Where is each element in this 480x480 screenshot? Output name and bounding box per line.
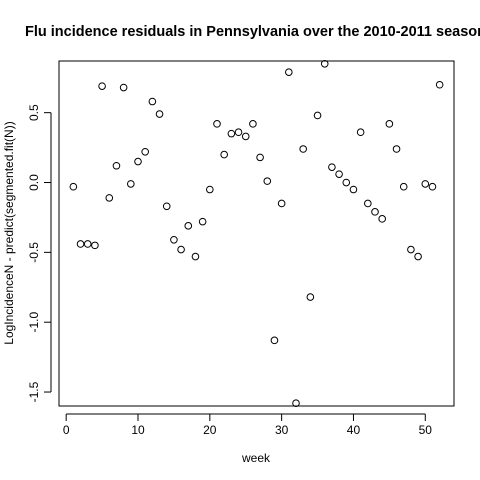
- data-point: [335, 170, 343, 178]
- data-point: [134, 157, 142, 166]
- data-point: [328, 163, 336, 171]
- data-point: [421, 180, 430, 188]
- data-point: [198, 217, 207, 226]
- data-point: [162, 202, 171, 211]
- x-tick-label: 0: [63, 423, 70, 437]
- data-point: [378, 215, 386, 223]
- data-point: [127, 180, 135, 188]
- data-point: [392, 145, 401, 153]
- y-tick-label: -1.5: [27, 381, 41, 402]
- data-point: [428, 182, 437, 191]
- data-point: [227, 129, 236, 138]
- data-point: [241, 132, 250, 141]
- data-point: [170, 235, 178, 244]
- data-point: [263, 177, 272, 185]
- x-tick-label: 50: [419, 423, 433, 437]
- data-point: [83, 240, 92, 248]
- x-tick-label: 10: [131, 423, 145, 437]
- data-point: [342, 178, 351, 187]
- data-point: [435, 80, 444, 89]
- data-point: [98, 82, 106, 90]
- data-point: [76, 240, 85, 248]
- x-tick-label: 20: [203, 423, 217, 437]
- y-tick-label: 0.5: [27, 104, 41, 121]
- data-point: [292, 399, 300, 408]
- data-point: [234, 128, 243, 137]
- data-point: [249, 120, 257, 128]
- x-tick-label: 40: [347, 423, 361, 437]
- data-point: [299, 145, 307, 153]
- data-point: [141, 147, 149, 156]
- data-point: [256, 153, 264, 162]
- x-axis: 0 10 20 30 40 50: [63, 413, 433, 437]
- y-axis: -1.5 -1.0 -0.5 0.0 0.5: [27, 104, 52, 402]
- data-point: [313, 111, 322, 120]
- data-point: [270, 336, 279, 345]
- x-axis-label: week: [241, 451, 271, 465]
- data-point: [285, 68, 293, 76]
- data-point: [399, 182, 408, 191]
- data-point: [414, 252, 422, 261]
- data-point: [385, 120, 394, 128]
- data-point: [148, 97, 157, 106]
- x-tick-label: 30: [275, 423, 289, 437]
- data-point: [184, 222, 193, 230]
- data-point: [105, 194, 114, 202]
- chart-title: Flu incidence residuals in Pennsylvania …: [25, 24, 480, 40]
- data-point: [320, 59, 329, 68]
- data-point: [112, 161, 121, 170]
- data-point: [349, 185, 358, 194]
- data-point: [364, 199, 372, 208]
- data-point: [206, 185, 214, 194]
- data-point: [177, 245, 185, 254]
- data-points: [69, 59, 444, 408]
- data-point: [277, 199, 286, 208]
- data-point: [91, 241, 99, 250]
- data-point: [220, 150, 228, 159]
- data-point: [119, 83, 128, 92]
- data-point: [213, 120, 221, 128]
- data-point: [69, 182, 78, 191]
- data-point: [155, 110, 164, 118]
- data-point: [191, 252, 200, 261]
- y-tick-label: -1.0: [27, 312, 41, 333]
- y-tick-label: 0.0: [27, 174, 41, 191]
- data-point: [356, 128, 365, 137]
- data-point: [306, 293, 315, 301]
- plot-area-frame: [58, 60, 455, 407]
- y-axis-label: LogIncidenceN - predict(segmented.fit(N)…: [2, 121, 16, 344]
- data-point: [407, 245, 415, 254]
- data-point: [371, 208, 379, 216]
- y-tick-label: -0.5: [27, 242, 41, 263]
